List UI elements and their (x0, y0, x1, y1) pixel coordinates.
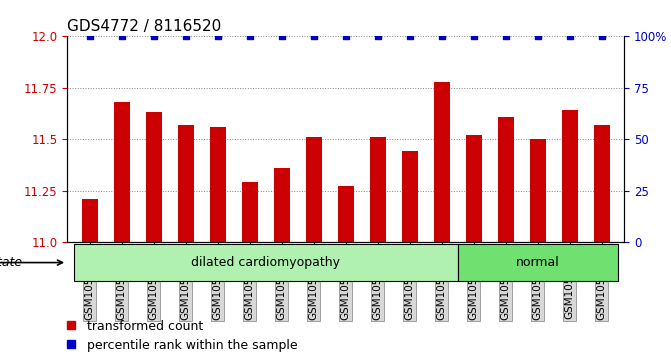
Point (501, 33, 511, 39)
Bar (562, 110, 578, 242)
Point (212, 33, 223, 39)
Bar (401, 151, 417, 242)
Text: disease state: disease state (0, 256, 62, 269)
Point (116, 33, 127, 39)
FancyBboxPatch shape (74, 244, 458, 281)
Bar (594, 125, 610, 242)
Bar (338, 187, 354, 242)
Point (84, 33, 95, 39)
Point (597, 33, 607, 39)
Bar (146, 113, 162, 242)
Point (180, 33, 191, 39)
Point (436, 33, 447, 39)
Bar (242, 182, 258, 242)
Bar (113, 102, 130, 242)
Bar (498, 117, 513, 242)
Text: dilated cardiomyopathy: dilated cardiomyopathy (191, 256, 340, 269)
Bar (433, 82, 450, 242)
Point (244, 33, 255, 39)
Point (468, 33, 479, 39)
Bar (209, 127, 225, 242)
Point (308, 33, 319, 39)
Bar (305, 137, 321, 242)
Point (340, 33, 351, 39)
Legend: transformed count, percentile rank within the sample: transformed count, percentile rank withi… (60, 314, 303, 357)
Point (564, 33, 575, 39)
Text: disease state: disease state (0, 256, 23, 269)
Text: normal: normal (516, 256, 560, 269)
Bar (370, 137, 386, 242)
Point (532, 33, 543, 39)
Point (372, 33, 383, 39)
Text: GDS4772 / 8116520: GDS4772 / 8116520 (67, 19, 221, 34)
Bar (81, 199, 97, 242)
Bar (274, 168, 290, 242)
FancyBboxPatch shape (458, 244, 617, 281)
Point (276, 33, 287, 39)
Bar (466, 135, 482, 242)
Bar (529, 139, 546, 242)
Point (404, 33, 415, 39)
Bar (178, 125, 193, 242)
Point (148, 33, 159, 39)
